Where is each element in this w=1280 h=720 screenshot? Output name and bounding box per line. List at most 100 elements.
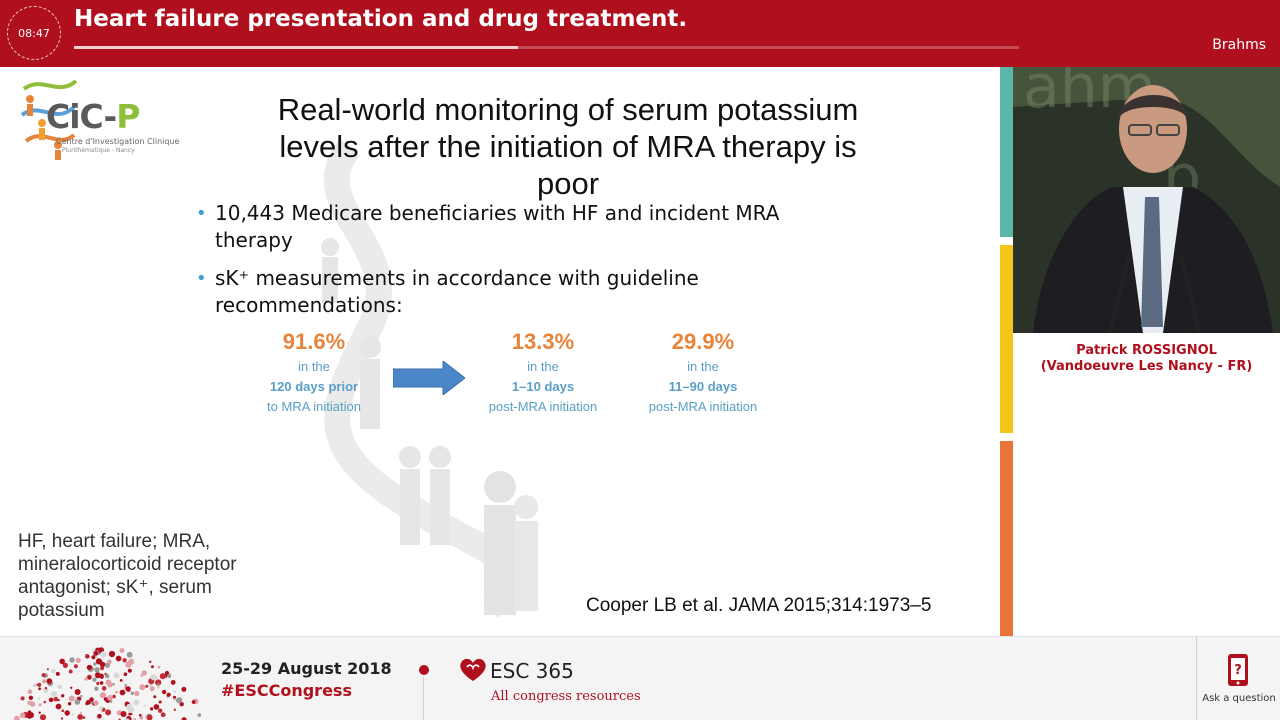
globe-dot: [130, 712, 133, 716]
globe-dot: [123, 672, 128, 676]
session-timer: 08:47: [7, 6, 61, 60]
globe-dot: [126, 703, 133, 711]
header-bar: 08:47 Heart failure presentation and dru…: [0, 0, 1280, 67]
globe-dot: [127, 689, 131, 692]
globe-dot: [107, 659, 112, 665]
globe-dot: [51, 668, 56, 674]
globe-dot: [134, 690, 140, 697]
progress-bar[interactable]: [74, 46, 1019, 49]
stat-late: 29.9% in the 11–90 days post-MRA initiat…: [633, 327, 773, 417]
globe-dot: [130, 691, 134, 695]
globe-dot: [112, 683, 115, 686]
globe-dot: [157, 683, 160, 686]
globe-dot: [149, 686, 155, 692]
stat-early: 13.3% in the 1–10 days post-MRA initiati…: [473, 327, 613, 417]
globe-dot: [150, 674, 157, 681]
right-arrow-icon: [393, 361, 465, 395]
congress-hashtag[interactable]: #ESCCongress: [221, 681, 352, 700]
globe-dot: [94, 667, 100, 673]
globe-dot: [67, 702, 72, 706]
globe-dot: [139, 713, 142, 717]
globe-dot: [133, 699, 140, 706]
globe-dot: [39, 714, 47, 720]
speaker-panel: ahm b Patrick ROSSIGNOL (Vandoeuvre Les …: [1000, 67, 1280, 636]
globe-dot: [197, 713, 202, 717]
bullet-text: 10,443 Medicare beneficiaries with HF an…: [215, 201, 780, 252]
logo-subtitle: Centre d'Investigation Clinique: [56, 137, 180, 146]
globe-dot: [141, 670, 147, 676]
globe-dot: [55, 671, 60, 676]
globe-dot: [36, 683, 39, 686]
globe-dot: [143, 704, 146, 708]
bullet-list: • 10,443 Medicare beneficiaries with HF a…: [196, 200, 836, 330]
globe-dot: [107, 694, 113, 701]
svg-text:?: ?: [1234, 663, 1242, 678]
globe-dot: [161, 689, 167, 695]
globe-dot: [38, 687, 41, 691]
globe-dot: [127, 668, 132, 673]
stat-period: 1–10 days: [511, 379, 575, 394]
congress-globe-graphic: [14, 647, 202, 720]
globe-dot: [153, 704, 160, 710]
speaker-name: Patrick ROSSIGNOL: [1076, 343, 1217, 358]
esc-365-link[interactable]: ESC 365: [490, 659, 574, 683]
background-figures-graphic: [321, 138, 538, 618]
sponsor-label: Brahms: [1212, 37, 1266, 53]
globe-dot: [150, 665, 154, 669]
globe-dot: [101, 676, 104, 679]
globe-dot: [20, 696, 25, 701]
bullet-dot-icon: •: [196, 203, 207, 224]
globe-dot: [74, 699, 81, 705]
globe-dot: [146, 714, 153, 720]
question-phone-icon[interactable]: ?: [1227, 653, 1249, 687]
cic-p-logo: CiC-P Centre d'Investigation Clinique Pl…: [18, 75, 188, 161]
globe-dot: [42, 679, 47, 684]
globe-dot: [96, 681, 100, 686]
citation-reference: Cooper LB et al. JAMA 2015;314:1973–5: [586, 595, 932, 616]
separator-line: [423, 677, 424, 720]
globe-dot: [98, 706, 103, 711]
globe-dot: [105, 673, 110, 679]
globe-dot: [48, 697, 54, 703]
globe-dot: [82, 716, 86, 719]
globe-dot: [38, 711, 41, 714]
globe-dot: [179, 702, 184, 707]
globe-dot: [145, 684, 149, 688]
esc-heart-icon[interactable]: [459, 657, 487, 683]
stat-period: 11–90 days: [668, 379, 738, 394]
globe-dot: [108, 650, 116, 658]
ask-question-button[interactable]: Ask a question: [1202, 693, 1276, 704]
globe-dot: [103, 697, 108, 701]
globe-dot: [91, 655, 96, 660]
globe-dot: [70, 686, 73, 689]
globe-dot: [115, 690, 118, 694]
globe-dot: [119, 648, 125, 653]
globe-dot: [181, 686, 187, 692]
stat-line: to MRA initiation: [267, 399, 361, 414]
globe-dot: [87, 676, 91, 680]
esc-365-subtitle[interactable]: All congress resources: [491, 689, 641, 704]
globe-dot: [27, 700, 32, 706]
globe-dot: [61, 694, 65, 698]
globe-dot: [80, 694, 83, 698]
globe-dot: [43, 700, 47, 704]
globe-dot: [95, 655, 98, 658]
globe-dot: [157, 665, 161, 669]
speaker-video[interactable]: ahm b: [1013, 67, 1280, 333]
accent-stripe-yellow: [1000, 245, 1013, 433]
globe-dot: [53, 696, 59, 702]
globe-dot: [27, 710, 32, 714]
stat-value: 13.3%: [511, 329, 575, 354]
speaker-affiliation: (Vandoeuvre Les Nancy - FR): [1040, 359, 1253, 374]
globe-dot: [155, 679, 162, 686]
globe-dot: [150, 707, 154, 711]
globe-dot: [115, 655, 122, 662]
globe-dot: [99, 681, 104, 685]
speaker-caption: Patrick ROSSIGNOL (Vandoeuvre Les Nancy …: [1013, 343, 1280, 375]
globe-dot: [139, 684, 146, 691]
stat-prior: 91.6% in the 120 days prior to MRA initi…: [248, 327, 380, 417]
globe-dot: [99, 661, 106, 668]
globe-dot: [79, 711, 82, 714]
globe-dot: [156, 685, 160, 689]
